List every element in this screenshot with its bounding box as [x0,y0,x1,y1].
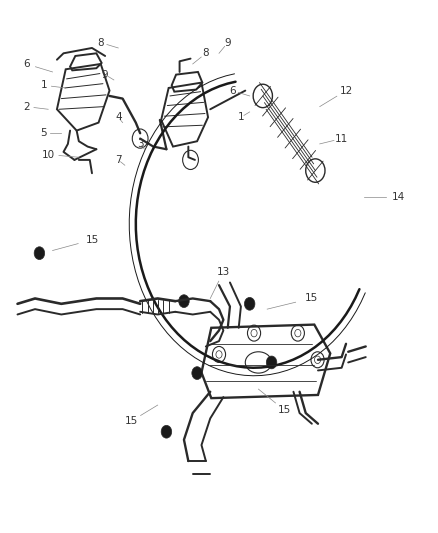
Text: 11: 11 [335,134,348,143]
Text: 9: 9 [224,38,231,47]
Text: 5: 5 [40,128,47,138]
Circle shape [161,425,172,438]
Text: 1: 1 [237,112,244,122]
Circle shape [266,356,277,369]
Text: 13: 13 [217,267,230,277]
Text: 8: 8 [202,49,209,58]
Text: 15: 15 [304,294,318,303]
Text: 15: 15 [85,235,99,245]
Circle shape [244,297,255,310]
Text: 14: 14 [392,192,405,202]
Text: 8: 8 [97,38,104,47]
Circle shape [34,247,45,260]
Text: 9: 9 [102,70,109,79]
Text: 10: 10 [42,150,55,159]
Circle shape [179,295,189,308]
Text: 15: 15 [125,416,138,426]
Text: 2: 2 [23,102,30,111]
Text: 12: 12 [339,86,353,95]
Text: 7: 7 [115,155,122,165]
Circle shape [192,367,202,379]
Text: 4: 4 [115,112,122,122]
Text: 3: 3 [137,139,144,149]
Text: 6: 6 [23,59,30,69]
Text: 6: 6 [229,86,236,95]
Text: 1: 1 [40,80,47,90]
Text: 15: 15 [278,406,291,415]
